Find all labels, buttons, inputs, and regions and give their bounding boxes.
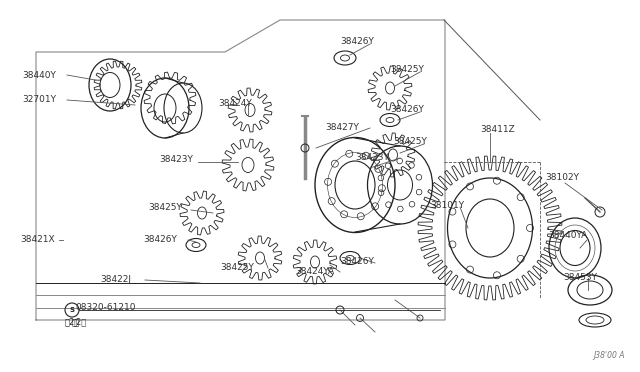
- Text: 38422J: 38422J: [100, 276, 131, 285]
- Text: 38427Y: 38427Y: [325, 124, 359, 132]
- Text: 38101Y: 38101Y: [430, 201, 464, 209]
- Text: 38426Y: 38426Y: [390, 106, 424, 115]
- Text: 38423Y: 38423Y: [159, 155, 193, 164]
- Text: 38424YA: 38424YA: [295, 267, 334, 276]
- Text: 38425Y: 38425Y: [220, 263, 254, 273]
- Text: 。2〃: 。2〃: [65, 317, 79, 327]
- Text: 38411Z: 38411Z: [480, 125, 515, 135]
- Text: 38102Y: 38102Y: [545, 173, 579, 183]
- Text: 38453Y: 38453Y: [563, 273, 597, 282]
- Text: 38440Y: 38440Y: [22, 71, 56, 80]
- Text: 38440YA: 38440YA: [548, 231, 588, 240]
- Text: 38426Y: 38426Y: [340, 38, 374, 46]
- Text: J38'00 A: J38'00 A: [593, 351, 625, 360]
- Text: S: S: [70, 307, 74, 313]
- Text: 38425Y: 38425Y: [393, 138, 427, 147]
- Text: 38426Y: 38426Y: [143, 235, 177, 244]
- Text: 38424Y: 38424Y: [218, 99, 252, 108]
- Text: 08320-61210: 08320-61210: [75, 304, 136, 312]
- Text: 。2〃: 。2〃: [72, 317, 87, 327]
- Text: 38423Y: 38423Y: [355, 153, 389, 161]
- Text: 38425Y: 38425Y: [390, 65, 424, 74]
- Text: 38425Y: 38425Y: [148, 203, 182, 212]
- Text: 32701Y: 32701Y: [22, 96, 56, 105]
- Text: 38426Y: 38426Y: [340, 257, 374, 266]
- Text: 38421X: 38421X: [20, 235, 54, 244]
